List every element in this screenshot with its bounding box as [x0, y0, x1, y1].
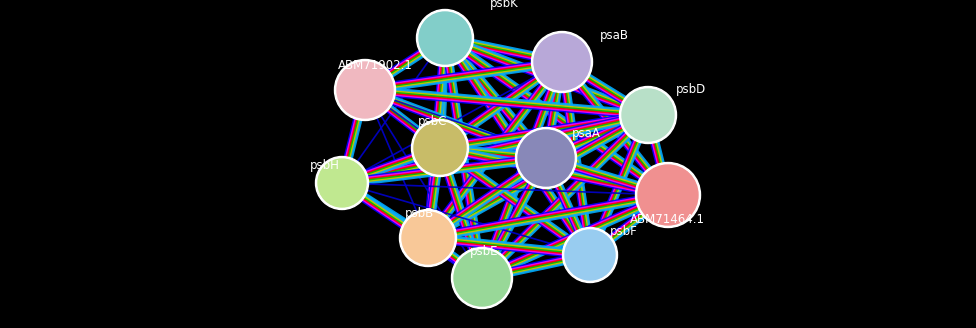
Circle shape: [638, 165, 698, 225]
Text: psaB: psaB: [600, 29, 629, 42]
Text: psbD: psbD: [676, 83, 707, 96]
Circle shape: [515, 128, 577, 189]
Circle shape: [335, 59, 395, 120]
Text: psbC: psbC: [418, 115, 447, 128]
Circle shape: [532, 31, 592, 92]
Circle shape: [562, 228, 618, 282]
Circle shape: [620, 87, 676, 144]
Text: psbH: psbH: [310, 159, 340, 172]
Circle shape: [565, 230, 615, 280]
Circle shape: [412, 119, 468, 176]
Circle shape: [414, 122, 466, 174]
Text: psbE: psbE: [470, 245, 499, 258]
Circle shape: [402, 212, 454, 264]
Circle shape: [518, 130, 574, 186]
Text: ABM71464.1: ABM71464.1: [630, 213, 705, 226]
Circle shape: [622, 89, 674, 141]
Text: psbF: psbF: [610, 225, 637, 238]
Text: psbB: psbB: [405, 207, 434, 220]
Text: psaA: psaA: [572, 127, 601, 140]
Circle shape: [452, 248, 512, 309]
Circle shape: [315, 156, 369, 210]
Circle shape: [534, 34, 590, 90]
Circle shape: [318, 159, 366, 207]
Circle shape: [417, 10, 473, 67]
Circle shape: [399, 210, 457, 266]
Text: psbK: psbK: [490, 0, 519, 10]
Circle shape: [454, 250, 510, 306]
Circle shape: [419, 12, 471, 64]
Text: ABM71902.1: ABM71902.1: [338, 59, 413, 72]
Circle shape: [635, 162, 701, 228]
Circle shape: [337, 62, 393, 118]
